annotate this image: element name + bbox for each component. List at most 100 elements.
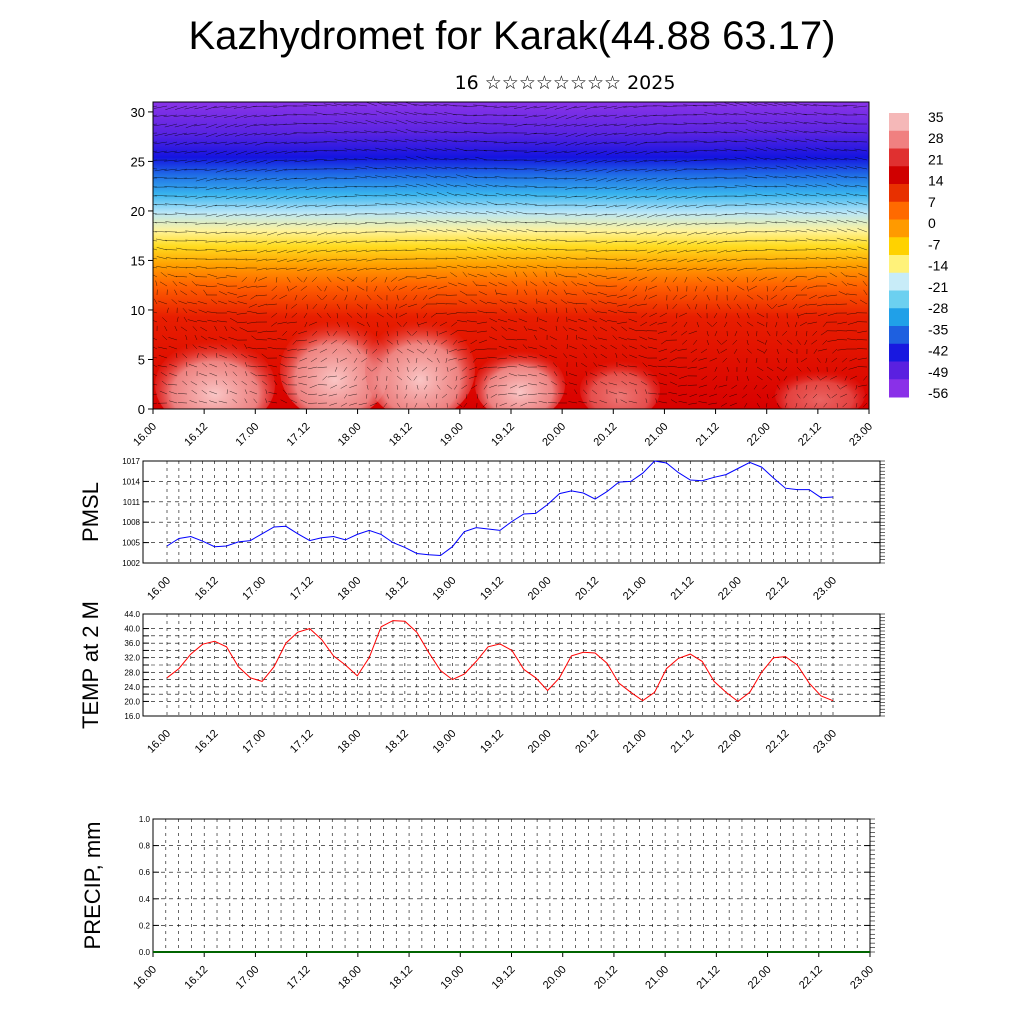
wind-vector: [422, 294, 428, 301]
wind-vector: [477, 321, 488, 324]
wind-vector: [506, 265, 518, 269]
x-tick-label: 22.12: [764, 728, 792, 756]
colorbar-label: 35: [928, 109, 944, 125]
wind-vector: [256, 177, 268, 182]
wind-vector: [438, 330, 448, 335]
x-tick-label: 18.12: [383, 728, 411, 756]
wind-vector: [255, 231, 268, 235]
wind-vector: [766, 375, 772, 381]
wind-vector: [457, 264, 468, 269]
wind-vector: [476, 246, 488, 251]
wind-vector: [306, 303, 308, 310]
wind-vector: [729, 402, 738, 407]
wind-vector: [756, 366, 764, 371]
x-tick-label: 18.00: [335, 728, 363, 756]
wind-vector: [224, 204, 238, 207]
wind-vector: [766, 294, 768, 301]
wind-vector: [402, 321, 408, 327]
wind-vector: [823, 113, 838, 116]
wind-vector: [396, 330, 399, 337]
wind-vector: [185, 123, 198, 129]
wind-vector: [657, 365, 668, 368]
wind-vector: [495, 238, 508, 242]
wind-vector: [625, 186, 638, 190]
wind-vector: [205, 231, 218, 234]
wind-vector: [386, 330, 389, 337]
wind-vector: [645, 168, 658, 172]
wind-vector: [647, 213, 658, 218]
wind-vector: [863, 289, 868, 296]
wind-vector: [425, 156, 438, 161]
wind-vector: [483, 105, 498, 108]
wind-vector: [555, 114, 568, 120]
wind-vector: [194, 105, 208, 110]
wind-vector: [468, 375, 478, 379]
x-tick-label: 23.00: [811, 575, 839, 603]
wind-vector: [271, 312, 278, 318]
wind-vector: [836, 256, 848, 260]
wind-vector: [706, 321, 713, 327]
wind-vector: [235, 195, 248, 199]
y-tick-label: 30: [131, 105, 145, 120]
x-tick-label: 20.12: [573, 728, 601, 756]
wind-vector: [224, 325, 228, 332]
wind-vector: [471, 384, 478, 389]
wind-vector: [277, 258, 288, 263]
wind-vector: [313, 122, 328, 125]
wind-vector: [162, 317, 168, 323]
wind-vector: [533, 150, 548, 153]
wind-vector: [306, 222, 318, 226]
wind-vector: [544, 177, 558, 180]
y-tick-label: 1014: [122, 477, 140, 486]
wind-vector: [153, 141, 158, 143]
wind-vector: [374, 167, 388, 170]
wind-vector: [436, 393, 438, 399]
wind-vector: [164, 159, 178, 162]
wind-vector: [745, 156, 758, 161]
wind-vector: [805, 166, 818, 170]
wind-vector: [477, 357, 488, 359]
wind-vector: [356, 258, 368, 262]
wind-vector: [457, 348, 468, 351]
wind-vector: [534, 123, 548, 127]
wind-vector: [722, 393, 728, 399]
wind-vector: [376, 267, 388, 270]
wind-vector: [225, 123, 238, 128]
wind-vector: [805, 174, 818, 179]
wind-vector: [357, 267, 368, 272]
wind-vector: [588, 282, 598, 287]
wind-vector: [255, 204, 268, 208]
wind-vector: [456, 402, 463, 407]
wind-vector: [369, 402, 378, 407]
wind-vector: [448, 348, 458, 353]
wind-vector: [320, 357, 328, 363]
wind-vector: [646, 240, 658, 244]
wind-vector: [478, 366, 488, 370]
wind-vector: [786, 211, 798, 215]
wind-vector: [345, 258, 358, 261]
wind-vector: [806, 312, 818, 314]
wind-vector: [796, 393, 801, 399]
wind-vector: [402, 294, 408, 301]
wind-vector: [584, 186, 598, 189]
wind-vector: [745, 147, 758, 152]
wind-vector: [503, 123, 518, 126]
x-tick-label: 16.12: [193, 575, 221, 603]
wind-vector: [494, 203, 508, 206]
wind-vector: [783, 366, 788, 372]
wind-vector: [763, 348, 768, 354]
wind-vector: [514, 168, 528, 171]
wind-vector: [842, 402, 848, 408]
wind-vector: [656, 177, 668, 182]
wind-vector: [454, 167, 468, 170]
wind-vector: [626, 222, 638, 227]
wind-vector: [284, 168, 298, 171]
wind-vector: [294, 159, 308, 163]
wind-vector: [425, 147, 438, 152]
wind-vector: [490, 326, 498, 332]
wind-vector: [246, 321, 258, 324]
wind-vector: [271, 294, 278, 300]
wind-vector: [658, 348, 668, 352]
wind-vector: [386, 393, 389, 399]
wind-vector: [523, 141, 538, 144]
